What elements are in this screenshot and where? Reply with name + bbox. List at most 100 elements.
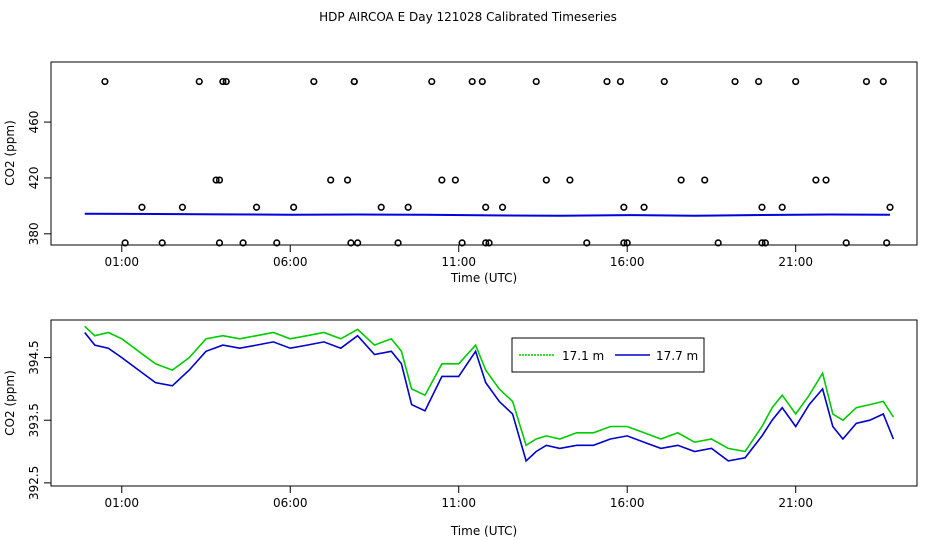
scatter-point [886, 203, 894, 211]
x-tick-label: 21:00 [778, 496, 813, 510]
scatter-point [219, 77, 227, 86]
top-scatter-points [101, 77, 894, 247]
y-tick-label: 392.5 [27, 466, 41, 500]
scatter-point [273, 239, 281, 247]
x-tick-label: 01:00 [104, 255, 139, 269]
scatter-point [822, 176, 830, 184]
scatter-point [542, 176, 550, 184]
scatter-point [498, 203, 507, 211]
scatter-point [792, 77, 800, 86]
scatter-point [290, 203, 298, 211]
scatter-point [394, 239, 402, 247]
scatter-point [755, 77, 763, 86]
scatter-point [701, 176, 709, 184]
scatter-point [343, 176, 352, 184]
scatter-point [778, 203, 786, 211]
bottom-y-axis-label: CO2 (ppm) [3, 370, 17, 436]
x-tick-label: 06:00 [273, 496, 308, 510]
x-tick-label: 11:00 [441, 255, 476, 269]
scatter-point [714, 239, 722, 247]
y-tick-label: 460 [27, 111, 41, 134]
scatter-point [478, 77, 486, 86]
top-x-axis-label: Time (UTC) [450, 271, 517, 285]
bottom-x-axis-label: Time (UTC) [450, 524, 517, 538]
scatter-point [583, 239, 591, 247]
x-tick-label: 06:00 [273, 255, 308, 269]
y-tick-label: 420 [27, 166, 41, 189]
scatter-point [640, 203, 648, 211]
scatter-point [660, 77, 668, 86]
bottom-plot-frame [50, 319, 918, 487]
scatter-point [215, 239, 224, 247]
scatter-point [212, 176, 220, 184]
scatter-point [620, 203, 628, 211]
scatter-point [883, 239, 891, 247]
scatter-point [758, 203, 766, 211]
y-tick-label: 380 [27, 222, 41, 245]
scatter-point [468, 77, 476, 86]
bottom-x-axis: 01:00 06:00 11:00 16:00 21:00 [104, 486, 813, 510]
y-tick-label: 393.5 [27, 403, 41, 437]
bottom-panel: 01:00 06:00 11:00 16:00 21:00 392.5 393.5 394.… [3, 319, 918, 538]
top-y-axis-label: CO2 (ppm) [3, 120, 17, 186]
scatter-point [603, 77, 611, 86]
scatter-point [138, 203, 146, 211]
scatter-point [761, 239, 769, 247]
scatter-point [677, 176, 685, 184]
scatter-point [347, 239, 355, 247]
figure-title: HDP AIRCOA E Day 121028 Calibrated Times… [319, 10, 617, 24]
series-line-17-7m [84, 331, 895, 463]
scatter-point [121, 239, 129, 247]
top-y-axis: 380 420 460 [27, 111, 51, 245]
x-tick-label: 16:00 [610, 496, 645, 510]
scatter-point [879, 77, 887, 86]
scatter-point [566, 176, 574, 184]
x-tick-label: 21:00 [778, 255, 813, 269]
bottom-line-series [84, 325, 895, 463]
y-tick-label: 394.5 [27, 340, 41, 374]
scatter-point [101, 77, 109, 86]
x-tick-label: 11:00 [441, 496, 476, 510]
scatter-point [458, 239, 466, 247]
scatter-point [438, 176, 446, 184]
scatter-point [215, 176, 224, 184]
scatter-point [842, 239, 850, 247]
scatter-point [616, 77, 625, 86]
top-line-series [84, 212, 891, 217]
legend-label-17-1m: 17.1 m [562, 349, 604, 363]
scatter-point [532, 77, 540, 86]
scatter-point [623, 239, 631, 247]
scatter-point [350, 77, 358, 86]
scatter-point [354, 239, 362, 247]
scatter-point [482, 239, 490, 247]
scatter-point [178, 203, 187, 211]
scatter-point [758, 239, 766, 247]
scatter-point [482, 203, 490, 211]
scatter-point [252, 203, 261, 211]
scatter-point [485, 239, 493, 247]
scatter-point [377, 203, 385, 211]
x-tick-label: 16:00 [610, 255, 645, 269]
legend: 17.1 m 17.7 m [511, 337, 705, 373]
scatter-point [222, 77, 230, 86]
top-series-line [84, 212, 891, 217]
scatter-point [404, 203, 412, 211]
x-tick-label: 01:00 [104, 496, 139, 510]
scatter-point [862, 77, 871, 86]
scatter-point [451, 176, 459, 184]
scatter-point [195, 77, 203, 86]
top-x-axis: 01:00 06:00 11:00 16:00 21:00 [104, 245, 813, 269]
top-plot-frame [50, 61, 918, 246]
legend-label-17-7m: 17.7 m [656, 349, 698, 363]
scatter-point [620, 239, 628, 247]
scatter-point [158, 239, 166, 247]
series-line-17-1m [84, 325, 895, 453]
scatter-point [428, 77, 436, 86]
scatter-point [327, 176, 335, 184]
top-panel: 01:00 06:00 11:00 16:00 21:00 380 420 460 Time… [3, 61, 918, 285]
scatter-point [812, 176, 820, 184]
scatter-point [310, 77, 318, 86]
scatter-point [239, 239, 247, 247]
bottom-y-axis: 392.5 393.5 394.5 [27, 340, 51, 500]
